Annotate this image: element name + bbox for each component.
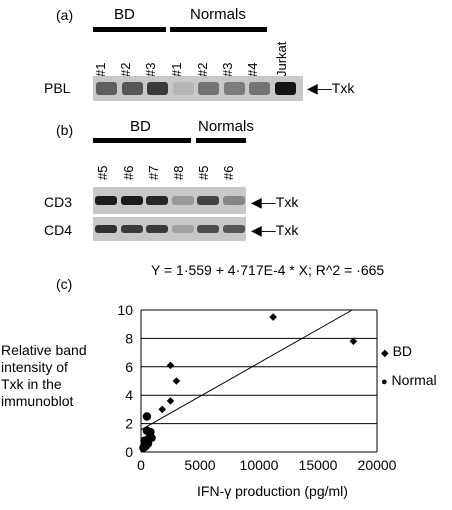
panel-a-group-bd: BD <box>114 6 135 23</box>
blot-band <box>223 82 245 95</box>
x-axis-label: IFN-γ production (pg/ml) <box>197 483 348 499</box>
diamond-icon: ◆ <box>381 348 389 359</box>
panel-b-band-label-cd3: ◀—Txk <box>251 194 298 211</box>
legend: ◆ BD ● Normal <box>381 338 437 395</box>
blot-band <box>121 82 143 95</box>
circle-icon: ● <box>381 376 388 388</box>
blot-band <box>222 225 245 233</box>
bd-point <box>166 361 175 370</box>
arrow-left-icon: ◀— <box>251 194 276 210</box>
panel-b-blot-cd4 <box>93 217 246 241</box>
blot-band <box>95 196 117 205</box>
legend-label: Normal <box>391 372 437 388</box>
y-tick-label: 6 <box>125 359 133 375</box>
panel-a-blot <box>93 76 303 101</box>
x-tick-label: 15000 <box>299 457 338 473</box>
panel-a-band-label: ◀—Txk <box>307 80 354 97</box>
y-axis-label-line: Txk in the <box>1 376 62 392</box>
panel-a-normals-bar <box>170 27 267 32</box>
chart-equation: Y = 1·559 + 4·717E-4 * X; R^2 = ·665 <box>151 262 385 278</box>
bd-point <box>349 337 358 346</box>
legend-item-normal: ● Normal <box>381 367 437 395</box>
panel-b-band-label-cd4: ◀—Txk <box>251 222 298 239</box>
blot-band <box>147 82 168 95</box>
bd-point <box>158 405 167 414</box>
blot-band <box>120 196 143 205</box>
panel-a-bd-bar <box>93 27 166 32</box>
blot-band <box>198 82 219 95</box>
blot-band <box>197 225 219 233</box>
y-axis-label-line: intensity of <box>1 359 68 375</box>
y-tick-label: 10 <box>117 302 133 318</box>
y-axis-label: Relative band intensity of Txk in the im… <box>1 342 87 410</box>
x-tick-label: 20000 <box>358 457 397 473</box>
legend-label: BD <box>392 343 413 359</box>
arrow-left-icon: ◀— <box>307 80 332 96</box>
blot-band <box>146 225 168 233</box>
y-tick-label: 4 <box>125 387 133 403</box>
panel-b-group-bd: BD <box>130 118 151 135</box>
panel-b-bd-bar <box>93 138 191 143</box>
y-tick-label: 8 <box>125 330 133 346</box>
bd-point <box>166 397 175 405</box>
fit-line <box>140 309 353 431</box>
x-tick-label: 5000 <box>184 457 215 473</box>
blot-band <box>249 82 270 95</box>
blot-band <box>172 82 194 95</box>
panel-a-label: (a) <box>56 7 74 23</box>
panel-b-blot-cd3 <box>93 187 246 214</box>
arrow-left-icon: ◀— <box>251 222 276 238</box>
panel-b-txk-text: Txk <box>275 194 299 210</box>
panel-c-label: (c) <box>56 276 73 292</box>
x-tick-label: 0 <box>137 457 145 473</box>
panel-a-txk-text: Txk <box>331 80 355 96</box>
panel-b-txk-text: Txk <box>275 222 299 238</box>
blot-band <box>96 82 117 95</box>
y-tick-label: 2 <box>125 416 133 432</box>
x-tick-label: 10000 <box>240 457 279 473</box>
blot-band <box>146 196 168 205</box>
blot-band <box>95 225 117 233</box>
blot-band <box>171 196 194 205</box>
bd-point <box>269 313 277 321</box>
y-tick-label: 0 <box>125 444 133 460</box>
blot-band <box>171 225 194 233</box>
blot-band <box>222 196 245 205</box>
panel-b-group-normals: Normals <box>198 118 254 135</box>
y-axis-label-line: immunoblot <box>1 393 74 409</box>
panel-a-row-label: PBL <box>44 80 71 96</box>
bd-point <box>172 377 181 385</box>
panel-a-group-normals: Normals <box>190 6 246 23</box>
panel-b-label: (b) <box>56 122 74 138</box>
normal-point <box>142 412 152 421</box>
panel-b-normals-bar <box>196 138 246 143</box>
panel-b-row-label-cd3: CD3 <box>44 194 73 210</box>
normal-point <box>139 443 148 452</box>
panel-b-row-label-cd4: CD4 <box>44 222 73 238</box>
legend-item-bd: ◆ BD <box>381 338 437 367</box>
blot-band <box>274 82 296 95</box>
blot-band <box>197 196 219 205</box>
blot-band <box>120 225 143 233</box>
y-axis-label-line: Relative band <box>1 342 87 358</box>
